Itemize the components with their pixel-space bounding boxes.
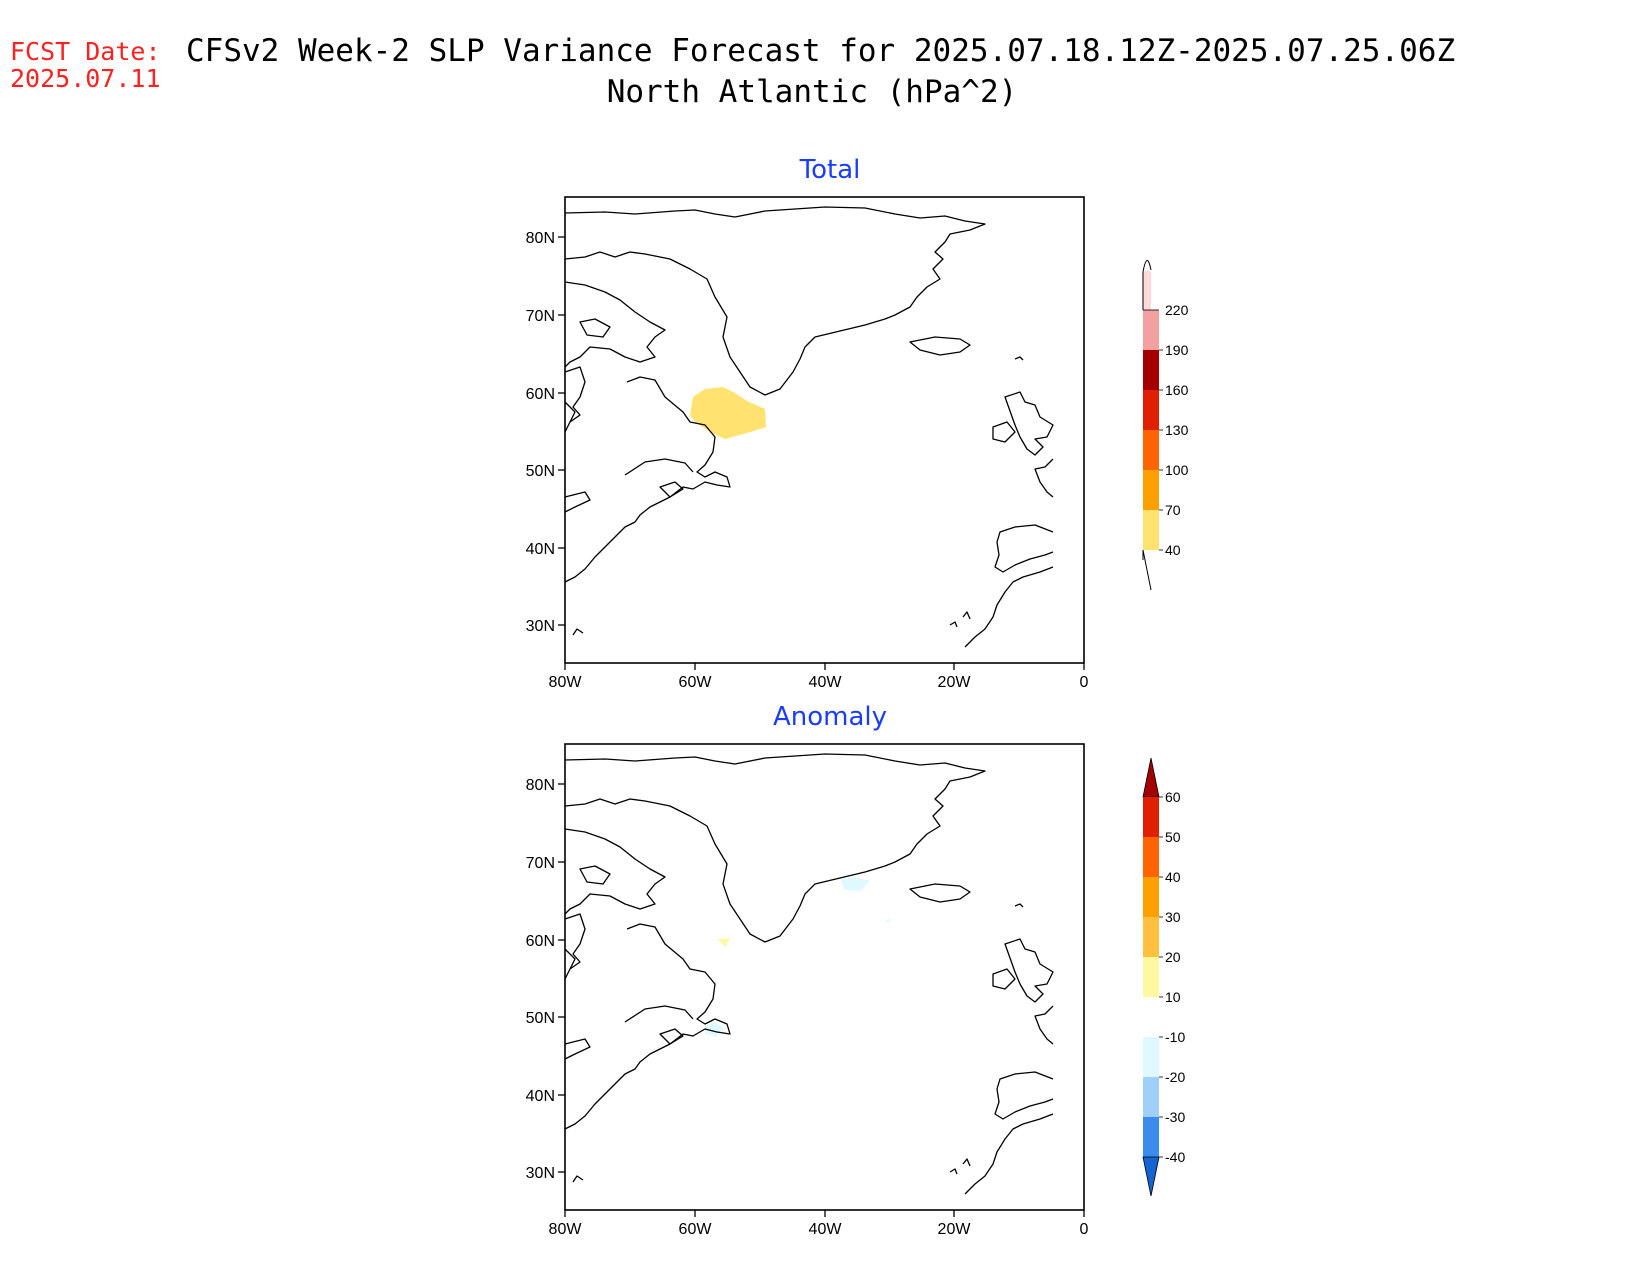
colorbar-label: -20 [1165,1069,1185,1085]
colorbar-label: 70 [1165,502,1181,518]
colorbar-swatch [1143,917,1159,957]
colorbar-swatch [1143,470,1159,510]
colorbar-label: 160 [1165,382,1189,398]
colorbar-label: -30 [1165,1109,1185,1125]
anomaly-shading-positive [718,938,730,947]
page-title: CFSv2 Week-2 SLP Variance Forecast for 2… [186,33,1455,69]
lon-tick-label: 20W [938,1221,972,1238]
lon-tick-label: 40W [809,674,843,691]
lon-tick-label: 80W [549,1221,583,1238]
map-panel-anomaly [564,743,1085,1211]
lat-tick-label: 60N [526,933,555,950]
lat-tick-label: 30N [526,1165,555,1182]
lon-tick-label: 80W [549,674,583,691]
colorbar-swatch [1143,390,1159,430]
colorbar-label: 10 [1165,989,1181,1005]
lon-tick-label: 60W [679,1221,713,1238]
colorbar-label: 30 [1165,909,1181,925]
colorbar-label: 50 [1165,829,1181,845]
colorbar-swatch [1143,877,1159,917]
lat-tick-label: 50N [526,1010,555,1027]
colorbar-swatch [1143,837,1159,877]
colorbar-swatch [1143,310,1159,350]
colorbar-swatch [1143,797,1159,837]
colorbar-extend-bottom [1142,1156,1160,1197]
lat-tick-label: 70N [526,855,555,872]
lon-tick-label: 40W [809,1221,843,1238]
colorbar-total: 220 190 160 130 100 70 40 [1142,260,1189,591]
colorbar-swatch [1143,1037,1159,1077]
lat-ticks-total: 80N 70N 60N 50N 40N 30N [526,230,565,635]
colorbar-label: 40 [1165,542,1181,558]
lon-tick-label: 20W [938,674,972,691]
colorbar-label: 60 [1165,789,1181,805]
colorbar-swatch [1143,997,1159,1037]
colorbar-label: 130 [1165,422,1189,438]
colorbar-label: 190 [1165,342,1189,358]
lon-ticks-anomaly: 80W 60W 40W 20W 0 [549,1210,1089,1238]
colorbar-swatch [1143,510,1159,550]
lat-tick-label: 30N [526,618,555,635]
colorbar-label: -40 [1165,1149,1185,1165]
colorbar-anomaly: 60 50 40 30 20 10 -10 -20 -30 -40 [1142,757,1185,1197]
fcst-date: 2025.07.11 [10,64,161,93]
colorbar-swatch [1143,350,1159,390]
lon-tick-label: 0 [1080,1221,1089,1238]
colorbar-swatch [1143,957,1159,997]
colorbar-label: -10 [1165,1029,1185,1045]
lat-tick-label: 40N [526,1088,555,1105]
anomaly-shading-negative [840,877,870,891]
colorbar-swatch [1143,1077,1159,1117]
lon-ticks-total: 80W 60W 40W 20W 0 [549,663,1089,691]
lon-tick-label: 0 [1080,674,1089,691]
colorbar-swatch [1143,430,1159,470]
map-panel-total [564,196,1085,664]
panel-title-anomaly: Anomaly [773,702,887,732]
variance-shading-total [690,387,766,439]
lat-tick-label: 50N [526,463,555,480]
lat-ticks-anomaly: 80N 70N 60N 50N 40N 30N [526,777,565,1182]
lat-tick-label: 60N [526,386,555,403]
lat-tick-label: 70N [526,308,555,325]
colorbar-label: 220 [1165,302,1189,318]
colorbar-label: 40 [1165,869,1181,885]
panel-title-total: Total [799,155,861,185]
colorbar-extend-top [1142,757,1160,798]
colorbar-swatch [1143,1117,1159,1157]
colorbar-swatch [1143,272,1151,310]
lat-tick-label: 80N [526,777,555,794]
lat-tick-label: 80N [526,230,555,247]
colorbar-label: 20 [1165,949,1181,965]
lon-tick-label: 60W [679,674,713,691]
colorbar-label: 100 [1165,462,1189,478]
fcst-label: FCST Date: [10,37,161,66]
page-subtitle: North Atlantic (hPa^2) [607,74,1018,110]
lat-tick-label: 40N [526,541,555,558]
